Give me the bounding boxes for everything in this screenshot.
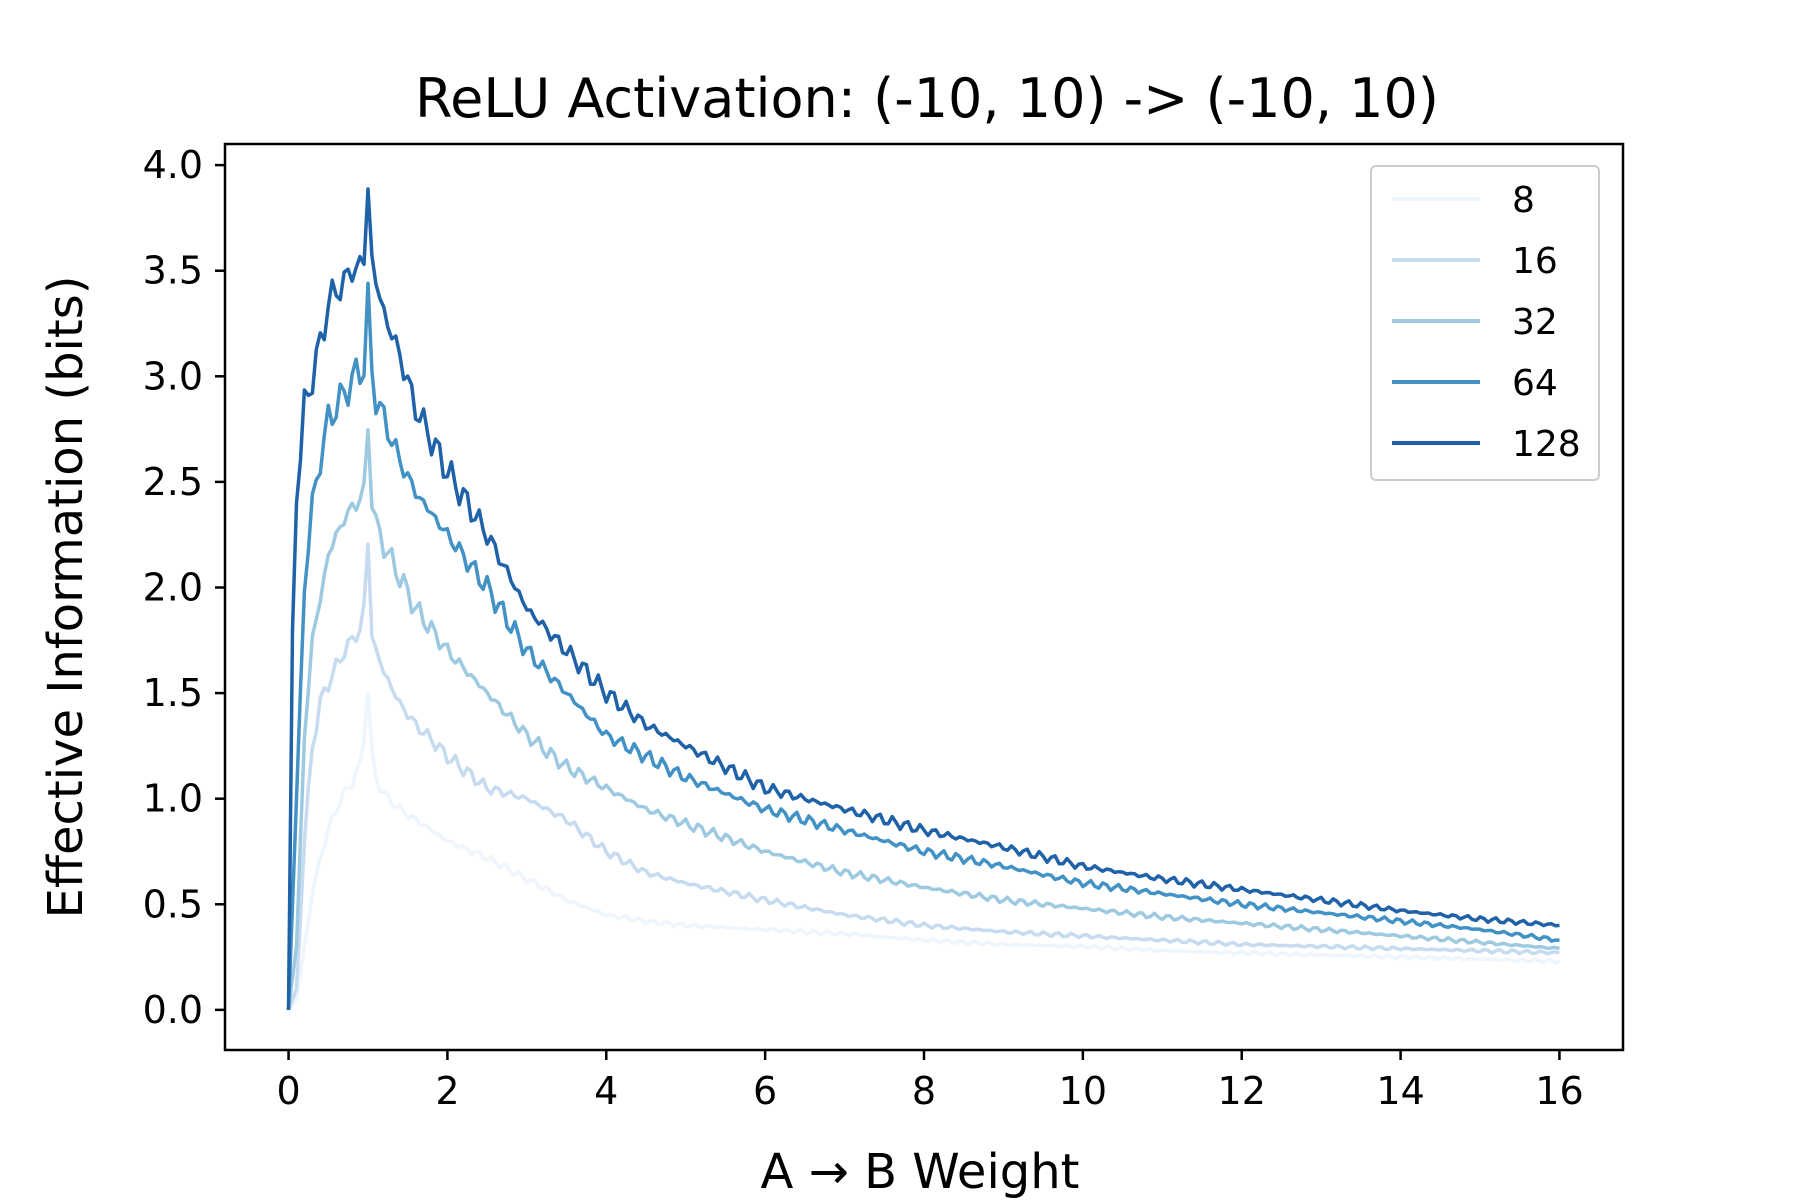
x-tick-label: 12	[1218, 1069, 1266, 1113]
legend-box	[1370, 165, 1600, 481]
legend-label-128: 128	[1512, 424, 1581, 465]
x-tick-label: 2	[435, 1069, 459, 1113]
series-line-64	[286, 281, 1560, 1010]
y-tick-label: 3.0	[143, 354, 203, 398]
legend-label-32: 32	[1512, 302, 1558, 343]
x-tick-label: 0	[276, 1069, 300, 1113]
y-tick-label: 0.0	[143, 988, 203, 1032]
series-line-8	[287, 691, 1561, 1011]
legend: 8 16 32 64 128	[1370, 165, 1600, 481]
y-tick-label: 4.0	[143, 143, 203, 187]
x-tick-label: 4	[594, 1069, 618, 1113]
y-tick-label: 2.0	[143, 565, 203, 609]
y-tick-label: 1.0	[143, 777, 203, 821]
x-tick-label: 10	[1059, 1069, 1107, 1113]
x-axis: 0 2 4 6 8 10 12 14 16	[276, 1050, 1584, 1113]
x-tick-label: 16	[1535, 1069, 1583, 1113]
series-line-128	[286, 187, 1560, 1010]
legend-label-64: 64	[1512, 363, 1558, 404]
x-tick-label: 14	[1376, 1069, 1424, 1113]
y-axis-label: Effective Information (bits)	[38, 276, 94, 919]
legend-label-16: 16	[1512, 241, 1558, 282]
y-tick-label: 1.5	[143, 671, 203, 715]
y-axis: 0.0 0.5 1.0 1.5 2.0 2.5 3.0 3.5 4.0	[143, 143, 225, 1032]
legend-label-8: 8	[1512, 180, 1535, 221]
chart-title: ReLU Activation: (-10, 10) -> (-10, 10)	[415, 67, 1439, 130]
y-tick-label: 0.5	[143, 882, 203, 926]
series-line-32	[286, 428, 1561, 1011]
x-tick-label: 6	[753, 1069, 777, 1113]
x-tick-label: 8	[912, 1069, 936, 1113]
y-tick-label: 2.5	[143, 460, 203, 504]
x-axis-label: A → B Weight	[761, 1144, 1080, 1200]
series-line-16	[286, 542, 1560, 1011]
series-layer	[286, 187, 1561, 1011]
y-tick-label: 3.5	[143, 249, 203, 293]
